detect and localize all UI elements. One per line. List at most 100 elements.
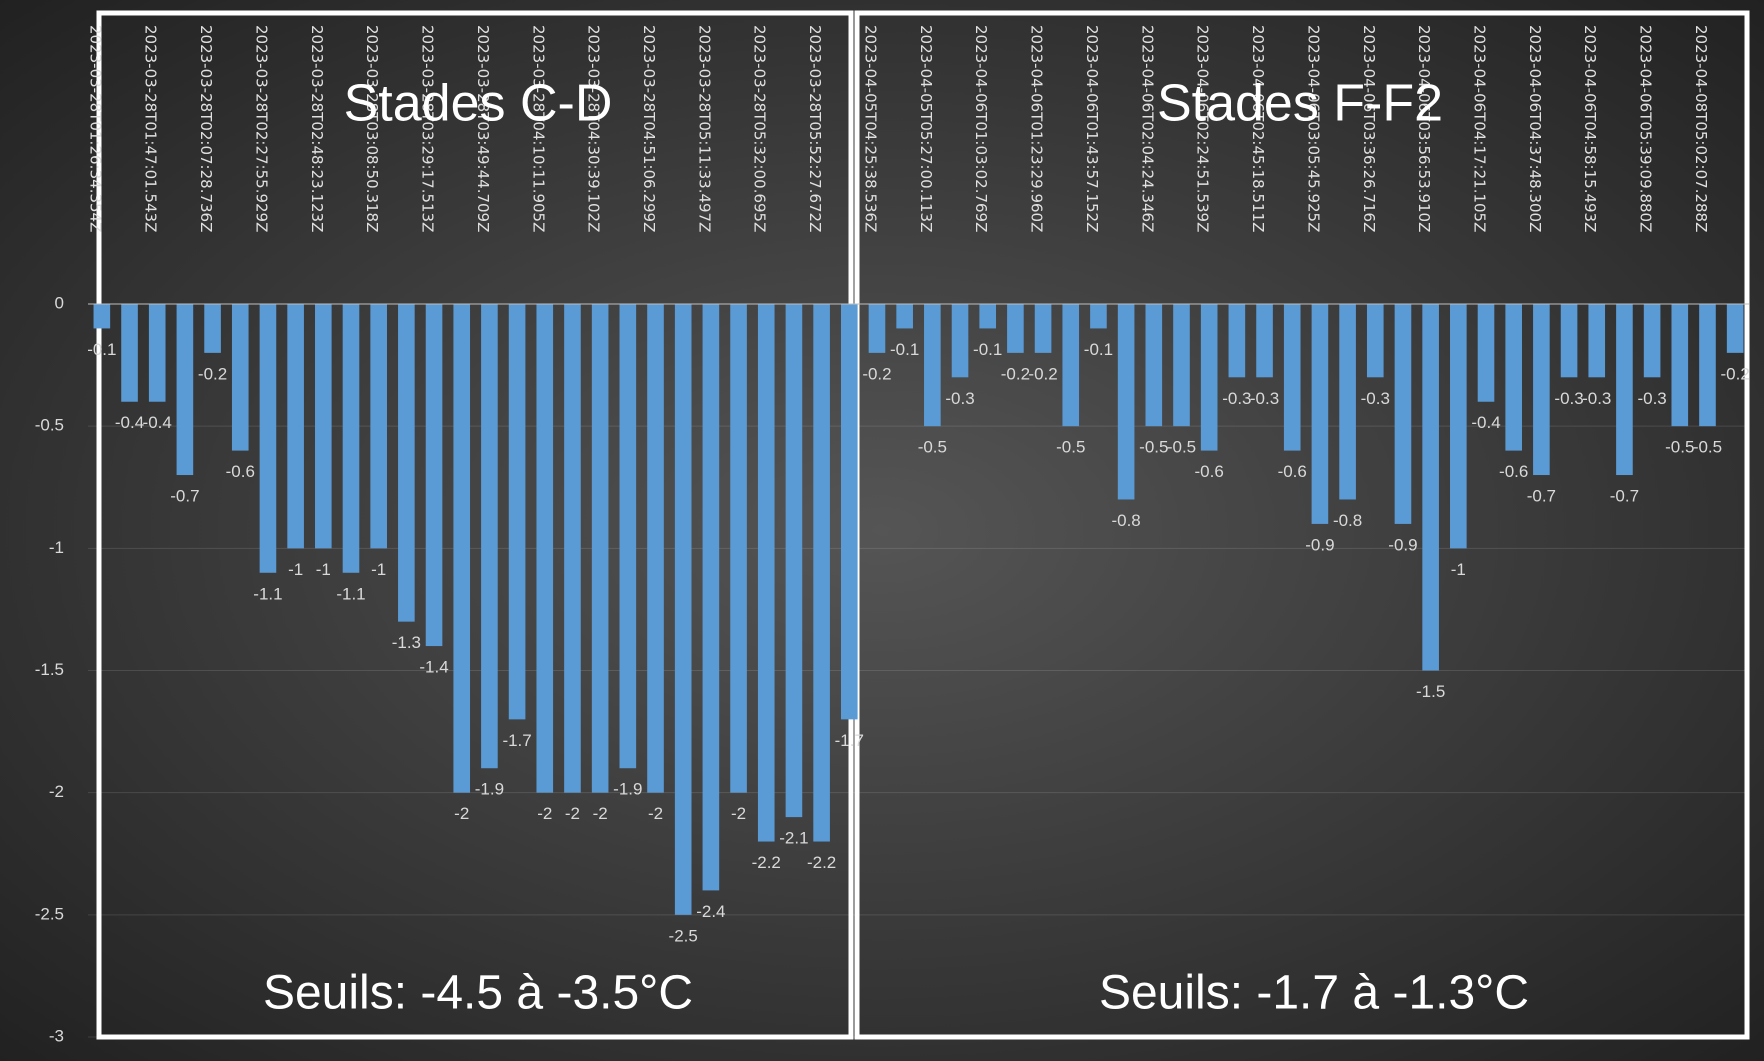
y-tick-label: -1 bbox=[49, 538, 64, 557]
bar bbox=[1256, 304, 1273, 378]
threshold-note: Seuils: -4.5 à -3.5°C bbox=[263, 967, 693, 1020]
value-label: -1.4 bbox=[419, 658, 448, 677]
value-label: -0.3 bbox=[1582, 389, 1611, 408]
bar bbox=[508, 304, 526, 720]
y-tick-label: -2 bbox=[49, 782, 64, 801]
value-label: -0.1 bbox=[890, 340, 919, 359]
bar bbox=[231, 304, 249, 451]
value-label: -1.5 bbox=[1416, 682, 1445, 701]
value-label: -0.6 bbox=[1195, 462, 1224, 481]
x-tick-label: 2023-03-28T01:47:01.543Z bbox=[142, 25, 160, 232]
x-tick-label: 2023-04-06T02:24:51.539Z bbox=[1194, 25, 1212, 232]
value-label: -0.7 bbox=[1610, 487, 1639, 506]
bar bbox=[1034, 304, 1052, 353]
value-label: -2 bbox=[593, 804, 608, 823]
bar bbox=[1505, 304, 1522, 451]
x-tick-label: 2023-03-28T02:27:55.929Z bbox=[252, 25, 270, 232]
value-label: -0.3 bbox=[1637, 389, 1666, 408]
value-label: -1.3 bbox=[392, 633, 421, 652]
value-label: -0.2 bbox=[1001, 364, 1030, 383]
x-tick-label: 2023-04-06T01:43:57.152Z bbox=[1083, 25, 1101, 232]
value-label: -0.6 bbox=[1278, 462, 1307, 481]
bar bbox=[1533, 304, 1550, 476]
value-label: -0.3 bbox=[1250, 389, 1279, 408]
bar bbox=[148, 304, 166, 402]
value-label: -0.5 bbox=[1056, 438, 1085, 457]
x-tick-label: 2023-03-28T03:29:17.513Z bbox=[419, 25, 437, 232]
bar bbox=[1616, 304, 1633, 476]
value-label: -0.9 bbox=[1305, 535, 1334, 554]
value-label: -2.1 bbox=[779, 829, 808, 848]
bar bbox=[1090, 304, 1107, 329]
bar bbox=[674, 304, 692, 915]
value-label: -2 bbox=[731, 804, 746, 823]
bar bbox=[1643, 304, 1661, 378]
x-tick-label: 2023-04-06T03:36:26.716Z bbox=[1360, 25, 1378, 232]
threshold-note: Seuils: -1.7 à -1.3°C bbox=[1099, 967, 1529, 1020]
value-label: -1.7 bbox=[502, 731, 531, 750]
bar bbox=[591, 304, 609, 793]
bar bbox=[176, 304, 194, 476]
y-tick-label: -3 bbox=[49, 1026, 64, 1045]
bar bbox=[1007, 304, 1024, 353]
value-label: -0.2 bbox=[862, 364, 891, 383]
x-tick-label: 2023-03-28T04:30:39.102Z bbox=[585, 25, 603, 232]
bar bbox=[536, 304, 554, 793]
value-label: -1.9 bbox=[475, 780, 504, 799]
bar bbox=[1311, 304, 1329, 524]
bar bbox=[979, 304, 997, 329]
value-label: -0.5 bbox=[1693, 438, 1722, 457]
x-tick-label: 2023-04-06T04:17:21.105Z bbox=[1471, 25, 1489, 232]
bar bbox=[342, 304, 360, 573]
x-tick-label: 2023-03-28T05:52:27.672Z bbox=[806, 25, 824, 232]
x-tick-label: 2023-03-28T05:11:33.497Z bbox=[695, 25, 713, 232]
bar bbox=[785, 304, 803, 818]
x-tick-label: 2023-04-06T05:39:09.880Z bbox=[1637, 25, 1655, 232]
value-label: -2 bbox=[454, 804, 469, 823]
x-tick-label: 2023-03-28T03:08:50.318Z bbox=[363, 25, 381, 232]
x-tick-label: 2023-03-28T04:10:11.905Z bbox=[529, 25, 547, 232]
bar bbox=[1173, 304, 1190, 427]
bar bbox=[1588, 304, 1606, 378]
bar bbox=[93, 304, 111, 329]
bar bbox=[757, 304, 775, 842]
value-label: -1 bbox=[1451, 560, 1466, 579]
value-label: -0.4 bbox=[143, 413, 172, 432]
bar bbox=[813, 304, 830, 842]
bar bbox=[1726, 304, 1744, 353]
bar bbox=[287, 304, 304, 549]
value-label: -0.4 bbox=[115, 413, 144, 432]
bar bbox=[1422, 304, 1439, 671]
x-tick-label: 2023-04-06T02:45:18.511Z bbox=[1249, 25, 1267, 232]
value-label: -2.2 bbox=[752, 853, 781, 872]
x-tick-label: 2023-04-05T04:25:38.536Z bbox=[861, 25, 879, 232]
bar bbox=[924, 304, 941, 427]
bar bbox=[204, 304, 221, 353]
value-label: -0.8 bbox=[1333, 511, 1362, 530]
value-label: -2.4 bbox=[696, 902, 725, 921]
bar bbox=[1671, 304, 1689, 427]
value-label: -0.1 bbox=[973, 340, 1002, 359]
value-label: -0.6 bbox=[1499, 462, 1528, 481]
bar bbox=[315, 304, 332, 549]
x-tick-label: 2023-03-28T02:48:23.123Z bbox=[308, 25, 326, 232]
value-label: -1 bbox=[316, 560, 331, 579]
x-tick-label: 2023-04-06T01:23:29.960Z bbox=[1028, 25, 1046, 232]
bar bbox=[1283, 304, 1301, 451]
value-label: -0.5 bbox=[918, 438, 947, 457]
value-label: -0.3 bbox=[1222, 389, 1251, 408]
value-label: -1.7 bbox=[835, 731, 864, 750]
value-label: -2 bbox=[565, 804, 580, 823]
bar bbox=[1477, 304, 1495, 402]
x-tick-label: 2023-03-28T01:26:34.354Z bbox=[86, 25, 104, 232]
y-tick-label: -2.5 bbox=[35, 904, 64, 923]
value-label: -2.2 bbox=[807, 853, 836, 872]
x-tick-label: 2023-03-28T02:07:28.736Z bbox=[197, 25, 215, 232]
bar bbox=[1339, 304, 1356, 500]
bar bbox=[481, 304, 498, 769]
bar bbox=[1117, 304, 1135, 500]
x-tick-label: 2023-03-28T05:32:00.695Z bbox=[751, 25, 769, 232]
value-label: -0.7 bbox=[170, 487, 199, 506]
value-label: -0.4 bbox=[1471, 413, 1500, 432]
bar bbox=[425, 304, 443, 647]
